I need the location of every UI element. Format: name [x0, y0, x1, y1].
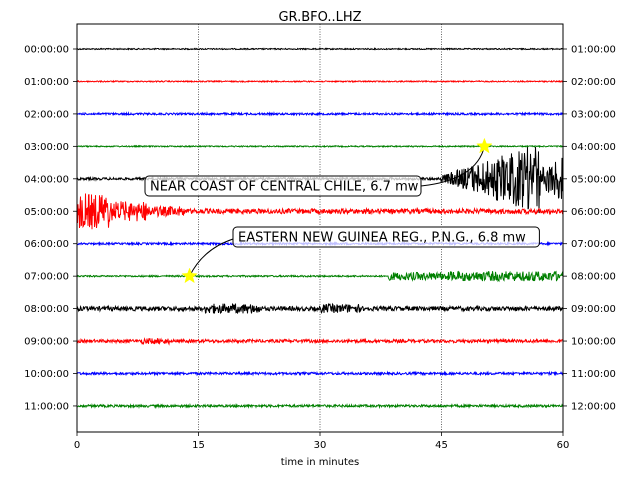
right-label-8: 09:00:00 [571, 304, 616, 315]
event-label-1: EASTERN NEW GUINEA REG., P.N.G., 6.8 mw [238, 231, 526, 246]
x-tick-label-1: 15 [192, 440, 205, 451]
x-axis-label: time in minutes [281, 457, 360, 468]
left-label-5: 05:00:00 [24, 207, 69, 218]
event-star-0 [476, 137, 493, 154]
event-0: NEAR COAST OF CENTRAL CHILE, 6.7 mw [144, 137, 493, 197]
right-label-10: 11:00:00 [571, 369, 616, 380]
trace-2 [76, 111, 564, 117]
left-label-7: 07:00:00 [24, 272, 69, 283]
right-label-0: 01:00:00 [571, 45, 616, 56]
left-label-2: 02:00:00 [24, 109, 69, 120]
trace-10 [76, 370, 564, 377]
event-1: EASTERN NEW GUINEA REG., P.N.G., 6.8 mw [181, 226, 540, 284]
event-box-1 [232, 226, 540, 248]
trace-7 [76, 270, 564, 283]
trace-9 [76, 337, 564, 346]
right-label-9: 10:00:00 [571, 337, 616, 348]
seismic-traces [76, 47, 564, 410]
chart-title: GR.BFO..LHZ [278, 10, 361, 25]
left-label-1: 01:00:00 [24, 77, 69, 88]
trace-11 [76, 402, 564, 410]
x-tick-label-0: 0 [74, 440, 80, 451]
right-label-6: 07:00:00 [571, 239, 616, 250]
trace-1 [76, 79, 564, 84]
left-label-4: 04:00:00 [24, 174, 69, 185]
right-label-2: 03:00:00 [571, 109, 616, 120]
right-label-5: 06:00:00 [571, 207, 616, 218]
event-connector-1 [189, 238, 234, 277]
right-label-1: 02:00:00 [571, 77, 616, 88]
left-label-0: 00:00:00 [24, 45, 69, 56]
left-label-8: 08:00:00 [24, 304, 69, 315]
right-label-7: 08:00:00 [571, 272, 616, 283]
right-label-4: 05:00:00 [571, 174, 616, 185]
left-time-labels: 00:00:00 01:00:00 02:00:00 03:00:00 04:00:00… [24, 45, 77, 412]
grid-lines [198, 24, 442, 432]
event-star-1 [181, 267, 198, 284]
right-label-11: 12:00:00 [571, 401, 616, 412]
left-label-9: 09:00:00 [24, 337, 69, 348]
trace-5 [76, 193, 564, 230]
left-label-10: 10:00:00 [24, 369, 69, 380]
event-box-0 [144, 175, 422, 197]
event-annotations: NEAR COAST OF CENTRAL CHILE, 6.7 mw EASTE… [144, 137, 540, 284]
event-connector-0 [420, 146, 485, 187]
right-label-3: 04:00:00 [571, 142, 616, 153]
right-time-labels: 01:00:00 02:00:00 03:00:00 04:00:00 05:00:00… [563, 45, 616, 412]
trace-8 [76, 302, 564, 315]
x-tick-label-3: 45 [435, 440, 448, 451]
event-label-0: NEAR COAST OF CENTRAL CHILE, 6.7 mw [150, 180, 419, 195]
x-axis-ticks: 0 15 30 45 60 [74, 432, 570, 451]
x-tick-label-4: 60 [557, 440, 570, 451]
x-tick-label-2: 30 [314, 440, 327, 451]
trace-0 [76, 47, 564, 51]
left-label-11: 11:00:00 [24, 401, 69, 412]
left-label-6: 06:00:00 [24, 239, 69, 250]
left-label-3: 03:00:00 [24, 142, 69, 153]
